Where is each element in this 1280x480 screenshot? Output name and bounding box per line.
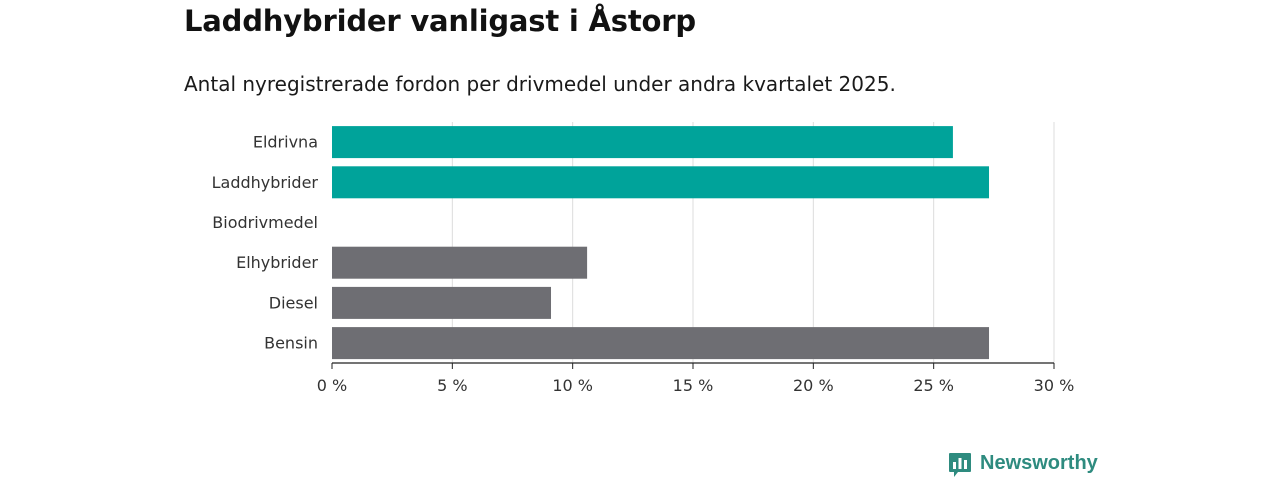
x-tick-label: 30 % bbox=[1034, 376, 1075, 395]
bar bbox=[332, 166, 990, 199]
category-label: Laddhybrider bbox=[212, 173, 319, 192]
x-tick-label: 5 % bbox=[437, 376, 467, 395]
bar bbox=[332, 327, 990, 360]
x-tick-label: 25 % bbox=[913, 376, 954, 395]
x-tick-label: 20 % bbox=[793, 376, 834, 395]
bar bbox=[332, 286, 552, 319]
category-label: Eldrivna bbox=[253, 133, 318, 152]
brand-logo[interactable]: Newsworthy bbox=[948, 450, 1098, 480]
category-label: Bensin bbox=[264, 334, 318, 353]
bar bbox=[332, 246, 588, 279]
chart-subtitle: Antal nyregistrerade fordon per drivmede… bbox=[184, 72, 896, 96]
category-label: Diesel bbox=[269, 293, 318, 312]
brand-name: Newsworthy bbox=[980, 451, 1098, 474]
chart-title: Laddhybrider vanligast i Åstorp bbox=[184, 4, 696, 38]
category-label: Biodrivmedel bbox=[212, 213, 318, 232]
bar bbox=[332, 126, 953, 159]
x-tick-label: 10 % bbox=[552, 376, 593, 395]
x-tick-label: 15 % bbox=[673, 376, 714, 395]
newsworthy-logo-icon bbox=[949, 453, 971, 477]
x-tick-label: 0 % bbox=[317, 376, 347, 395]
category-label: Elhybrider bbox=[236, 253, 318, 272]
